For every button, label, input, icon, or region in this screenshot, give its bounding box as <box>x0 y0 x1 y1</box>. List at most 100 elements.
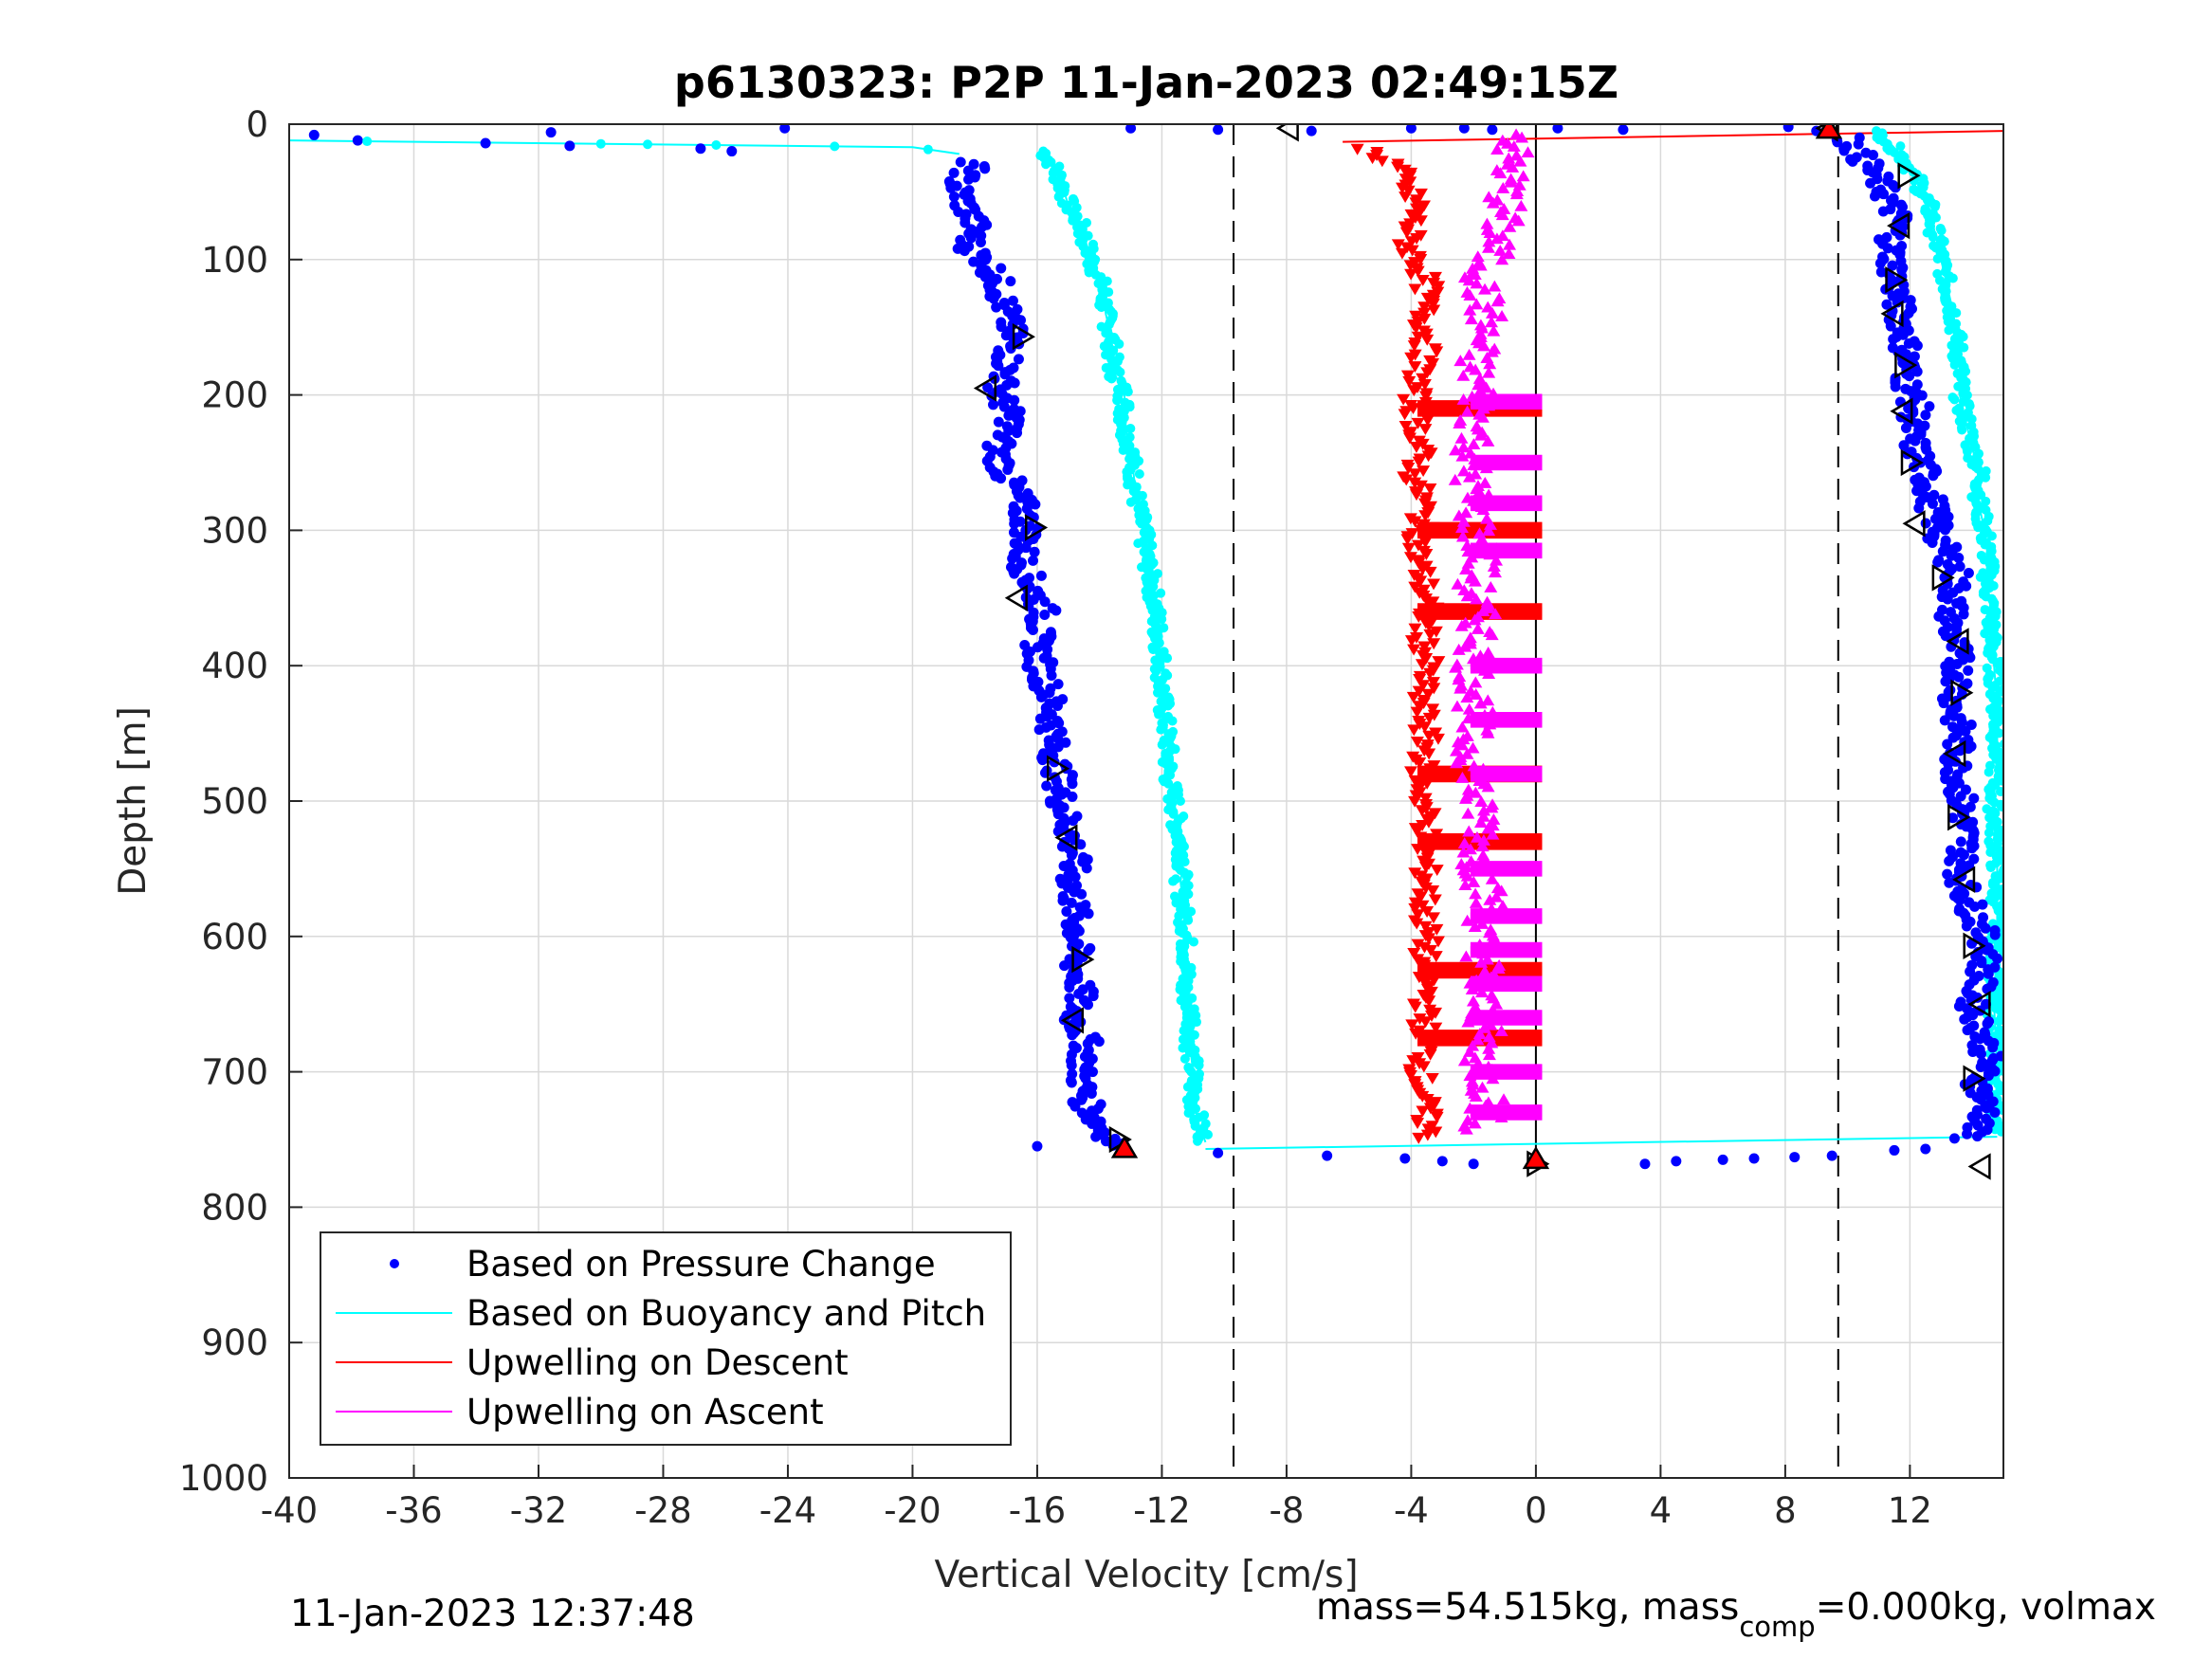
buoyancy-descent-point <box>1189 937 1199 947</box>
upwelling-ascent-point <box>1486 196 1500 209</box>
upwelling-descent-point <box>1428 894 1442 906</box>
upwelling-descent-point <box>1417 313 1432 325</box>
pressure-ascent-point <box>1887 260 1898 271</box>
upwelling-descent-point <box>1406 1055 1420 1067</box>
upwelling-descent-point <box>1423 566 1437 578</box>
upwelling-descent-point <box>1424 1011 1438 1022</box>
buoyancy-descent-point <box>1134 468 1144 479</box>
pressure-ascent-point <box>1888 334 1899 345</box>
ascent-marker-triangle <box>1943 739 1966 768</box>
upwelling-ascent-point <box>1477 851 1491 864</box>
upwelling-ascent-point <box>1459 950 1473 962</box>
upwelling-ascent-point <box>1496 181 1510 193</box>
upwelling-ascent-point <box>1487 387 1501 399</box>
pressure-ascent-point <box>1874 258 1886 269</box>
upwelling-descent-point <box>1421 450 1435 463</box>
pressure-descent-point <box>991 301 1002 313</box>
pressure-bottom-point <box>1399 1153 1411 1164</box>
upwelling-ascent-point <box>1455 530 1470 542</box>
ascent-marker-triangle <box>1950 679 1974 706</box>
legend-entry-upwelling-ascent: Upwelling on Ascent <box>466 1392 824 1432</box>
upwelling-ascent-point <box>1462 702 1476 715</box>
ascent-marker-triangle <box>1887 211 1910 240</box>
pressure-descent-point <box>1059 960 1070 972</box>
buoyancy-descent-point <box>1101 363 1111 374</box>
upwelling-ascent-point <box>1466 741 1480 754</box>
upwelling-descent-point <box>1410 706 1424 719</box>
pressure-ascent-point <box>1877 206 1889 217</box>
upwelling-ascent-point <box>1478 476 1492 488</box>
upwelling-ascent-point <box>1483 548 1497 560</box>
pressure-ascent-point <box>1944 877 1955 888</box>
upwelling-ascent-point <box>1455 521 1470 534</box>
pressure-ascent-point <box>1920 410 1931 421</box>
upwelling-ascent-point <box>1469 786 1483 798</box>
pressure-ascent-point <box>1869 191 1880 202</box>
buoyancy-descent-point <box>1183 1108 1194 1119</box>
upwelling-descent-point <box>1414 215 1428 228</box>
buoyancy-bottom-line <box>1205 1136 1998 1150</box>
pressure-surface-point <box>1782 124 1794 133</box>
pressure-ascent-point <box>1953 553 1965 564</box>
x-tick-label: -36 <box>385 1490 442 1531</box>
upwelling-descent-point <box>1416 275 1430 286</box>
upwelling-descent-point <box>1420 1129 1435 1141</box>
upwelling-ascent-point <box>1463 1102 1477 1114</box>
pressure-descent-point <box>1038 652 1050 664</box>
upwelling-ascent-point <box>1461 1015 1475 1028</box>
upwelling-ascent-point <box>1451 577 1465 590</box>
upwelling-ascent-point <box>1482 1042 1496 1054</box>
descent-marker-triangle <box>1025 514 1049 541</box>
pressure-ascent-point <box>1882 243 1893 254</box>
pressure-descent-point <box>945 182 957 193</box>
pressure-ascent-point <box>1975 1048 1986 1060</box>
upwelling-descent-point <box>1398 409 1412 421</box>
pressure-descent-point <box>1088 991 1099 1002</box>
upwelling-ascent-point <box>1490 232 1504 245</box>
upwelling-ascent-point <box>1462 274 1476 286</box>
upwelling-descent-point <box>1416 438 1430 450</box>
buoyancy-descent-point <box>1157 739 1167 750</box>
upwelling-ascent-point <box>1457 837 1472 849</box>
upwelling-descent-point <box>1427 304 1441 317</box>
upwelling-ascent-point <box>1480 456 1494 467</box>
upwelling-descent-point <box>1411 844 1425 855</box>
y-tick-label: 200 <box>201 375 268 416</box>
upwelling-descent-point <box>1420 772 1435 784</box>
buoyancy-descent-point <box>1041 159 1051 170</box>
pressure-ascent-point <box>1948 1133 1960 1144</box>
pressure-ascent-point <box>1955 836 1966 848</box>
upwelling-descent-point <box>1427 912 1441 924</box>
upwelling-ascent-point <box>1473 384 1488 396</box>
upwelling-ascent-point <box>1490 542 1504 555</box>
upwelling-ascent-point <box>1495 209 1509 221</box>
pressure-descent-point <box>1028 555 1039 566</box>
ascent-marker-triangle <box>1963 1065 1986 1092</box>
upwelling-descent-point <box>1410 736 1424 748</box>
upwelling-descent-point <box>1420 906 1435 918</box>
upwelling-descent-point <box>1417 721 1432 734</box>
upwelling-ascent-point <box>1474 321 1489 334</box>
pressure-descent-point <box>1064 993 1075 1004</box>
pressure-ascent-point <box>1940 524 1951 536</box>
upwelling-ascent-point <box>1488 280 1502 292</box>
upwelling-descent-point <box>1350 143 1364 155</box>
ascent-marker-triangle <box>1902 510 1926 538</box>
pressure-bottom-point <box>1436 1156 1448 1167</box>
x-tick-label: 12 <box>1888 1490 1932 1531</box>
upwelling-ascent-point <box>1468 1117 1482 1129</box>
legend: Based on Pressure Change Based on Buoyan… <box>320 1231 1012 1446</box>
upwelling-ascent-point <box>1485 306 1499 319</box>
upwelling-ascent-point <box>1484 971 1498 983</box>
y-axis-label: Depth [m] <box>112 706 155 896</box>
buoyancy-descent-point <box>1123 480 1133 490</box>
upwelling-descent-point <box>1415 659 1429 671</box>
upwelling-ascent-point <box>1467 438 1481 450</box>
upwelling-ascent-point <box>1456 369 1471 381</box>
pressure-ascent-point <box>1911 366 1923 377</box>
upwelling-ascent-point <box>1460 590 1474 602</box>
upwelling-ascent-point <box>1456 846 1471 858</box>
upwelling-ascent-point <box>1486 1004 1500 1015</box>
upwelling-descent-point <box>1408 795 1422 808</box>
